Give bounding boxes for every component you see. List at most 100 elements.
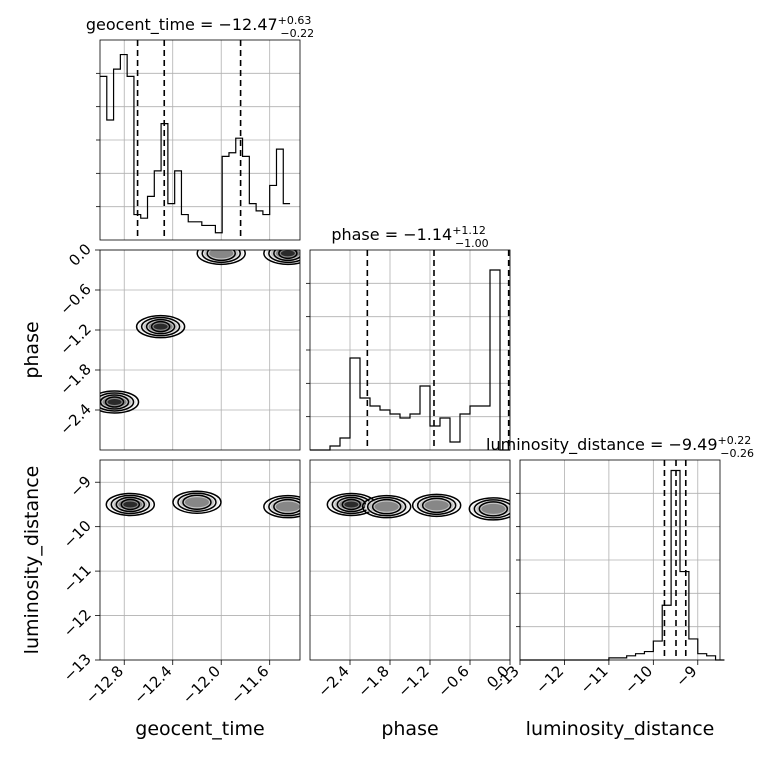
y-axis-label: phase: [21, 321, 43, 378]
title-main: phase = −1.14: [331, 225, 452, 244]
density-layer: [100, 250, 510, 521]
x-tick-label: −12: [532, 662, 567, 697]
y-tick-label: −13: [60, 650, 95, 685]
y-axis-label: luminosity_distance: [21, 466, 43, 655]
contour-line: [263, 250, 300, 266]
contour-line: [104, 396, 125, 408]
x-tick-label: −10: [621, 662, 656, 697]
title-sup: +0.22: [718, 434, 752, 447]
contour-line: [478, 501, 509, 517]
contour-line: [110, 494, 151, 515]
contour-line: [201, 250, 241, 264]
y-tick-label: −11: [60, 561, 95, 596]
y-tick-label: −12: [60, 606, 95, 641]
marks-layer: [100, 40, 725, 661]
contour-line: [172, 490, 222, 514]
contour-line: [263, 494, 300, 519]
contour-line: [115, 496, 146, 513]
y-tick-label: −2.4: [56, 400, 94, 438]
contour-line: [268, 250, 300, 264]
density-blob: [374, 501, 399, 512]
contour-line: [177, 492, 217, 512]
contour-line: [150, 320, 171, 333]
contour-line: [416, 495, 457, 516]
contour-line: [140, 316, 181, 337]
contour-line: [341, 498, 362, 511]
contour-line: [206, 250, 236, 262]
x-tick-label: −11.6: [227, 662, 272, 707]
contour-line: [105, 492, 156, 517]
x-axis-label: phase: [381, 718, 438, 740]
y-tick-label: −1.8: [56, 360, 94, 398]
contour-line: [100, 390, 140, 414]
x-tick-label: −1.8: [354, 662, 392, 700]
panel-frame: [309, 249, 511, 451]
density-blob: [123, 501, 138, 508]
contour-line: [273, 498, 300, 515]
contour-line: [371, 498, 402, 515]
contour-line: [473, 499, 510, 519]
contour-line: [268, 496, 300, 517]
histogram-geocent_time: [100, 53, 291, 234]
x-tick-label: −2.4: [314, 662, 352, 700]
title-sub: −0.22: [280, 27, 314, 40]
title-sub: −1.00: [455, 237, 489, 250]
density-blob: [184, 497, 209, 508]
density-blob: [107, 399, 122, 405]
y-tick-label: 0.0: [65, 240, 95, 270]
title-main: luminosity_distance = −9.49: [486, 435, 717, 455]
density-panel: [326, 492, 510, 521]
y-tick-label: −0.6: [56, 280, 94, 318]
title-main: geocent_time = −12.47: [86, 15, 278, 35]
panel-frame: [309, 459, 511, 661]
density-blob: [275, 501, 300, 512]
density-blob: [153, 323, 168, 330]
x-axis-label: luminosity_distance: [526, 718, 715, 740]
y-tick-label: −1.2: [56, 320, 94, 358]
x-tick-label: −0.6: [434, 662, 472, 700]
histogram-title: phase = −1.14+1.12 −1.00: [331, 224, 488, 250]
density-blob: [424, 500, 449, 511]
contour-line: [411, 493, 462, 518]
y-tick-label: −10: [60, 517, 95, 552]
contour-line: [145, 318, 176, 335]
histogram-title: geocent_time = −12.47+0.63 −0.22: [86, 14, 314, 40]
contour-line: [361, 494, 412, 519]
contour-line: [273, 250, 300, 262]
contour-line: [135, 314, 186, 339]
title-sub: −0.26: [720, 447, 754, 460]
histogram-phase: [310, 269, 510, 451]
text-layer: geocent_time = −12.47+0.63 −0.22 phase = −…: [21, 14, 754, 740]
density-blob: [344, 501, 359, 508]
contour-line: [468, 497, 510, 521]
contour-line: [120, 498, 141, 511]
panel-frame: [99, 249, 301, 451]
x-tick-label: −13: [488, 662, 523, 697]
density-blob: [481, 503, 506, 514]
grid-layer: [100, 40, 720, 661]
panel-frame: [519, 459, 721, 661]
x-axis-label: geocent_time: [135, 718, 264, 740]
x-tick-label: −1.2: [394, 662, 432, 700]
histogram-title: luminosity_distance = −9.49+0.22 −0.26: [486, 434, 754, 460]
title-sup: +0.63: [278, 14, 312, 27]
panel-frame: [99, 39, 301, 241]
contour-line: [196, 250, 246, 266]
x-tick-label: −11: [577, 662, 612, 697]
contour-line: [100, 394, 130, 410]
density-blob: [209, 250, 234, 259]
frames-layer: [95, 39, 721, 665]
x-tick-label: −12.0: [179, 662, 224, 707]
density-blob: [280, 250, 295, 257]
contour-line: [182, 494, 212, 510]
histogram-luminosity_distance: [520, 469, 725, 661]
density-panel: [100, 250, 300, 414]
x-tick-label: −9: [672, 662, 700, 690]
contour-line: [278, 250, 298, 260]
density-panel: [105, 490, 300, 519]
contour-line: [421, 497, 452, 514]
title-sup: +1.12: [452, 224, 486, 237]
contour-line: [100, 392, 135, 412]
y-tick-label: −9: [66, 472, 94, 500]
